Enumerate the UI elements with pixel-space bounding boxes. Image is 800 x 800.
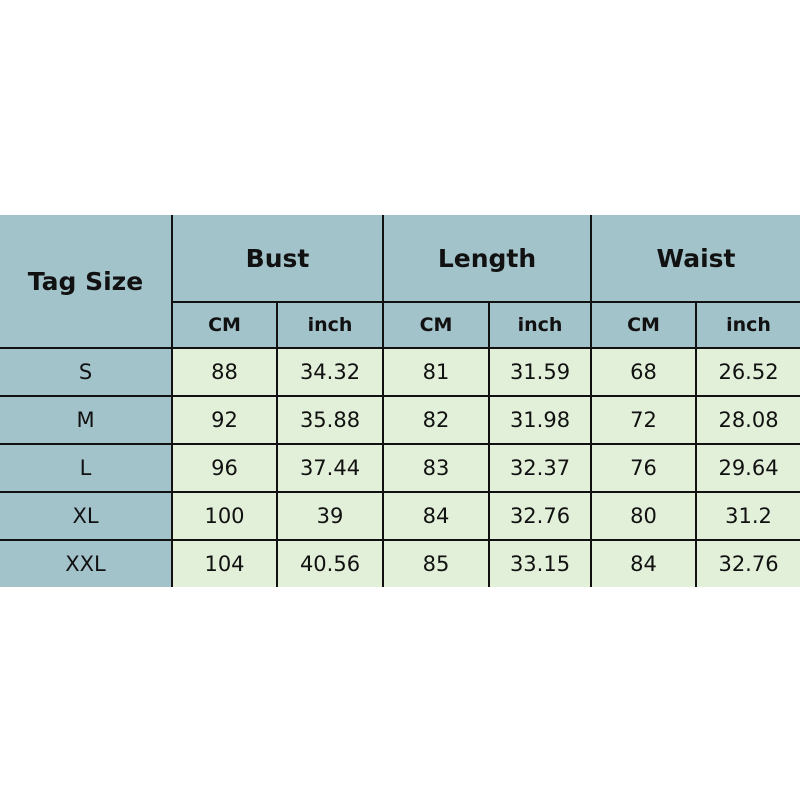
- size-label: XL: [0, 491, 173, 541]
- measurement-cell: 88: [171, 347, 278, 397]
- length-header: Length: [381, 215, 593, 303]
- measurement-cell: 76: [590, 443, 698, 493]
- measurement-cell: 84: [382, 491, 490, 541]
- measurement-cell: 26.52: [695, 347, 800, 397]
- measurement-cell: 37.44: [276, 443, 384, 493]
- measurement-cell: 104: [171, 539, 278, 587]
- measurement-cell: 33.15: [487, 539, 593, 587]
- table-row: L 96 37.44 83 32.37 76 29.64: [0, 443, 800, 493]
- measurement-cell: 82: [382, 395, 490, 445]
- measurement-cell: 40.56: [276, 539, 384, 587]
- size-chart-table: Tag Size Bust Length Waist CM inch CM inch C…: [0, 215, 800, 587]
- measurement-cell: 83: [382, 443, 490, 493]
- unit-header: inch: [695, 301, 800, 349]
- unit-header: inch: [487, 301, 593, 349]
- size-label: L: [0, 443, 173, 493]
- unit-header: CM: [172, 301, 278, 349]
- measurement-cell: 100: [171, 491, 278, 541]
- measurement-cell: 85: [382, 539, 490, 587]
- table-row: M 92 35.88 82 31.98 72 28.08: [0, 395, 800, 445]
- measurement-cell: 31.2: [695, 491, 800, 541]
- tag-size-header: Tag Size: [0, 215, 173, 349]
- measurement-cell: 84: [590, 539, 698, 587]
- measurement-cell: 32.76: [487, 491, 593, 541]
- size-label: XXL: [0, 539, 173, 587]
- measurement-cell: 31.98: [487, 395, 593, 445]
- measurement-cell: 39: [276, 491, 384, 541]
- unit-header: CM: [382, 301, 490, 349]
- unit-header: inch: [276, 301, 384, 349]
- measurement-cell: 28.08: [695, 395, 800, 445]
- size-label: M: [0, 395, 173, 445]
- measurement-cell: 81: [382, 347, 490, 397]
- table-row: XL 100 39 84 32.76 80 31.2: [0, 491, 800, 541]
- waist-header: Waist: [590, 215, 800, 303]
- measurement-cell: 29.64: [695, 443, 800, 493]
- bust-header: Bust: [171, 215, 384, 303]
- measurement-cell: 68: [590, 347, 698, 397]
- measurement-cell: 92: [171, 395, 278, 445]
- measurement-cell: 35.88: [276, 395, 384, 445]
- measurement-cell: 72: [590, 395, 698, 445]
- measurement-cell: 32.76: [695, 539, 800, 587]
- measurement-cell: 31.59: [487, 347, 593, 397]
- table-row: S 88 34.32 81 31.59 68 26.52: [0, 347, 800, 397]
- measurement-cell: 96: [171, 443, 278, 493]
- measurement-cell: 34.32: [276, 347, 384, 397]
- table-row: XXL 104 40.56 85 33.15 84 32.76: [0, 539, 800, 587]
- size-label: S: [0, 347, 173, 397]
- measurement-cell: 32.37: [487, 443, 593, 493]
- measurement-cell: 80: [590, 491, 698, 541]
- unit-header: CM: [590, 301, 698, 349]
